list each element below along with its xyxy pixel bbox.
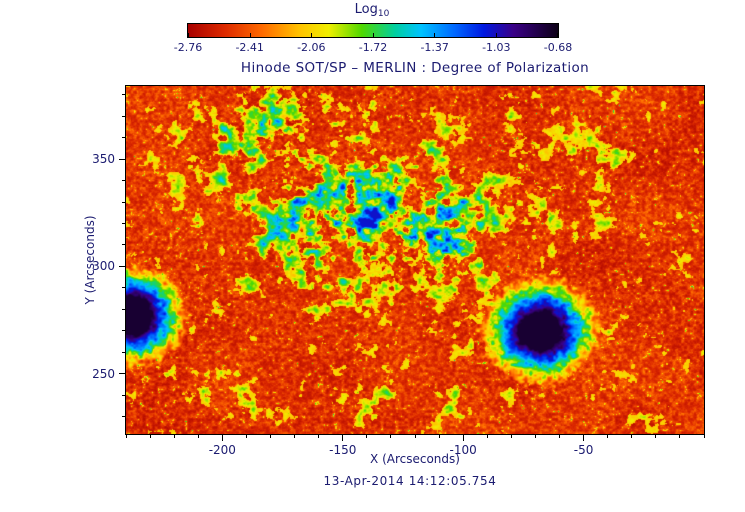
x-major-tick [462, 435, 464, 441]
plot-title: Hinode SOT/SP – MERLIN : Degree of Polar… [240, 60, 590, 76]
x-minor-tick [366, 435, 368, 438]
y-major-tick [119, 158, 125, 160]
y-major-tick [119, 373, 125, 375]
colorbar [187, 23, 559, 38]
x-minor-tick [197, 435, 199, 438]
x-minor-tick [607, 435, 609, 438]
colorbar-tick-label: -2.41 [235, 41, 264, 54]
y-minor-tick [122, 180, 125, 182]
y-minor-tick [122, 94, 125, 96]
x-minor-tick [149, 435, 151, 438]
colorbar-tick-mark [311, 33, 312, 37]
x-minor-tick [438, 435, 440, 438]
y-minor-tick [122, 115, 125, 117]
y-minor-tick [122, 308, 125, 310]
timestamp: 13-Apr-2014 14:12:05.754 [323, 474, 497, 488]
colorbar-tick-mark [557, 33, 558, 37]
x-tick-label: -100 [449, 443, 477, 457]
x-major-tick [342, 435, 344, 441]
heatmap-canvas [126, 86, 704, 434]
x-minor-tick [534, 435, 536, 438]
x-minor-tick [559, 435, 560, 438]
colorbar-title-subscript: 10 [377, 9, 390, 19]
x-minor-tick [294, 435, 296, 438]
y-minor-tick [122, 416, 125, 418]
x-minor-tick [655, 435, 657, 438]
y-minor-tick [122, 201, 125, 203]
x-minor-tick [390, 435, 392, 438]
colorbar-tick-label: -1.03 [482, 41, 511, 54]
y-minor-tick [122, 137, 125, 139]
x-tick-label: -150 [329, 443, 357, 457]
colorbar-tick-label: -2.06 [297, 41, 326, 54]
y-tick-label: 300 [92, 259, 115, 274]
colorbar-title-text: Log [354, 2, 378, 17]
x-major-tick [221, 435, 223, 441]
y-minor-tick [122, 222, 125, 224]
x-minor-tick [173, 435, 175, 438]
colorbar-tick-mark [188, 33, 189, 37]
y-tick-label: 350 [92, 152, 115, 167]
x-minor-tick [414, 435, 416, 438]
colorbar-tick-label: -1.37 [420, 41, 449, 54]
x-minor-tick [270, 435, 271, 438]
x-minor-tick [679, 435, 681, 438]
y-minor-tick [122, 330, 125, 332]
x-minor-tick [125, 435, 127, 438]
colorbar-tick-label: -0.68 [543, 41, 573, 54]
colorbar-tick-mark [495, 33, 497, 37]
x-minor-tick [510, 435, 512, 438]
colorbar-tick-mark [249, 33, 251, 37]
x-major-tick [583, 435, 585, 441]
plot-frame [125, 85, 705, 435]
x-tick-label: -200 [208, 443, 236, 457]
x-minor-tick [703, 435, 705, 438]
colorbar-title: Log10 [355, 2, 390, 19]
x-minor-tick [245, 435, 247, 438]
x-minor-tick [631, 435, 633, 438]
x-minor-tick [318, 435, 320, 438]
x-minor-tick [486, 435, 488, 438]
y-minor-tick [122, 244, 125, 246]
colorbar-tick-label: -1.72 [358, 41, 388, 54]
y-axis-label: Y (Arcseconds) [83, 215, 97, 305]
colorbar-tick-mark [434, 33, 435, 37]
y-tick-label: 250 [92, 366, 115, 381]
colorbar-tick-label: -2.76 [173, 41, 203, 54]
y-minor-tick [122, 394, 125, 396]
x-axis-label: X (Arcseconds) [370, 452, 460, 466]
x-tick-label: -50 [573, 443, 594, 457]
y-minor-tick [122, 351, 125, 353]
y-minor-tick [122, 287, 125, 289]
colorbar-tick-mark [372, 33, 374, 37]
y-major-tick [119, 265, 125, 267]
